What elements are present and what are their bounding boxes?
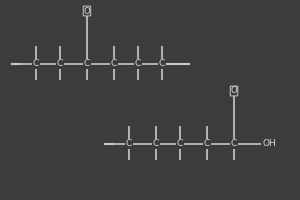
Text: C: C (159, 60, 165, 68)
Text: OH: OH (262, 140, 276, 148)
Text: C: C (84, 60, 90, 68)
Text: C: C (126, 140, 132, 148)
Text: C: C (135, 60, 141, 68)
Text: C: C (231, 140, 237, 148)
Text: C: C (177, 140, 183, 148)
Text: O: O (231, 86, 237, 95)
Text: C: C (57, 60, 63, 68)
Text: O: O (84, 6, 90, 16)
Text: C: C (204, 140, 210, 148)
Text: C: C (111, 60, 117, 68)
Text: C: C (84, 60, 90, 68)
Text: C: C (231, 140, 237, 148)
Text: C: C (33, 60, 39, 68)
Text: C: C (153, 140, 159, 148)
